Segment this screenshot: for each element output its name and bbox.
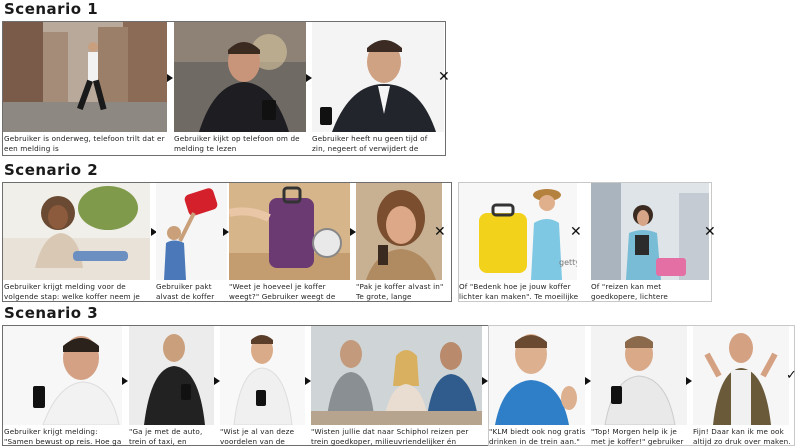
s3-photo-man-happy-phone bbox=[591, 326, 687, 425]
s2-caption-2: Gebruiker pakt alvast de koffer bbox=[156, 282, 215, 301]
s1-caption-3: Gebruiker heeft nu geen tijd of zin, neg… bbox=[312, 134, 428, 154]
s2-photo-watermark: getty bbox=[559, 258, 577, 267]
s3-photo-man-thinking bbox=[129, 326, 214, 425]
s3-arrow-4 bbox=[482, 377, 488, 385]
s3-arrow-2 bbox=[214, 377, 220, 385]
s3-arrow-6 bbox=[686, 377, 692, 385]
s2-photo-woman-on-sofa bbox=[3, 183, 150, 280]
s2-caption-5: Of "Bedenk hoe je jouw koffer lichter ka… bbox=[459, 282, 579, 301]
s2-photo-girl-with-red-suitcase bbox=[156, 183, 227, 280]
s2-caption-3: "Weet je hoeveel je koffer weegt?" Gebru… bbox=[229, 282, 336, 301]
s3-arrow-3 bbox=[305, 377, 311, 385]
s3-photo-man-smiling-phone bbox=[3, 326, 122, 425]
s3-caption-6: "Top! Morgen help ik je met je koffer!" … bbox=[591, 427, 684, 446]
s3-success-icon: ✓ bbox=[786, 368, 797, 383]
s3-caption-5: "KLM biedt ook nog gratis drinken in de … bbox=[489, 427, 586, 446]
s1-photo-street-walker bbox=[3, 22, 167, 132]
s2-caption-1: Gebruiker krijgt melding voor de volgend… bbox=[4, 282, 140, 301]
s2-arrow-3 bbox=[350, 228, 356, 236]
s2-caption-4: "Pak je koffer alvast in" Te grote, lang… bbox=[356, 282, 444, 301]
s3-photo-man-cheering bbox=[693, 326, 789, 425]
scenario-1-title: Scenario 1 bbox=[4, 0, 99, 18]
s3-photo-man-thumbs-up bbox=[489, 326, 585, 425]
s2-photo-woman-city bbox=[591, 183, 709, 280]
s1-caption-2: Gebruiker kijkt op telefoon om de meldin… bbox=[174, 134, 300, 153]
s2-fail-icon-3: ✕ bbox=[704, 224, 716, 240]
s3-caption-7: Fijn! Daar kan ik me ook altijd zo druk … bbox=[693, 427, 791, 446]
s1-caption-1: Gebruiker is onderweg, telefoon trilt da… bbox=[4, 134, 165, 153]
s3-arrow-1 bbox=[122, 377, 128, 385]
scenario-3-title: Scenario 3 bbox=[4, 304, 99, 322]
s1-arrow-2 bbox=[306, 74, 312, 82]
s3-arrow-5 bbox=[585, 377, 591, 385]
s2-arrow-1 bbox=[151, 228, 157, 236]
s3-photo-man-surprised bbox=[220, 326, 305, 425]
s3-photo-friends-talking bbox=[311, 326, 482, 425]
s3-caption-2: "Ga je met de auto, trein of taxi, en wa… bbox=[129, 427, 203, 446]
s2-photo-girl-yellow-suitcase: getty bbox=[459, 183, 577, 280]
s1-fail-icon: ✕ bbox=[438, 69, 450, 85]
s2-fail-icon-1: ✕ bbox=[434, 224, 446, 240]
s3-caption-3: "Wist je al van deze voordelen van de tr… bbox=[220, 427, 295, 446]
s3-caption-1: Gebruiker krijgt melding: "Samen bewust … bbox=[4, 427, 122, 446]
s2-fail-icon-2: ✕ bbox=[570, 224, 582, 240]
scenario-2-title: Scenario 2 bbox=[4, 161, 99, 179]
s3-caption-4: "Wisten jullie dat naar Schiphol reizen … bbox=[311, 427, 469, 446]
s2-photo-weighing-suitcase bbox=[229, 183, 350, 280]
s1-photo-man-annoyed bbox=[312, 22, 444, 132]
s2-photo-woman-grimacing bbox=[356, 183, 442, 280]
s1-arrow-1 bbox=[167, 74, 173, 82]
s1-photo-man-checking-phone bbox=[174, 22, 306, 132]
s2-caption-6: Of "reizen kan met goedkopere, lichtere … bbox=[591, 282, 668, 301]
s2-arrow-2 bbox=[223, 228, 229, 236]
